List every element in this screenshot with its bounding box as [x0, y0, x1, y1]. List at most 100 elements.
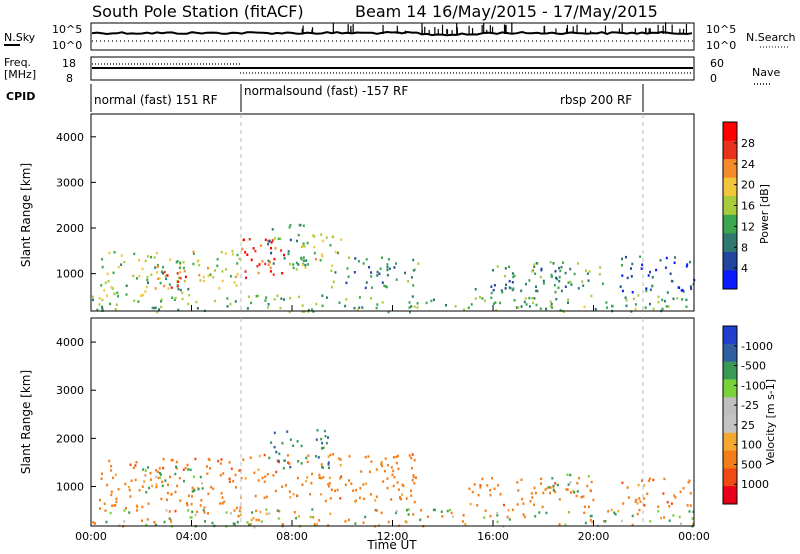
heat-cell	[331, 285, 333, 289]
nsky-tick-bottom: 10^0	[52, 39, 82, 52]
heat-cell	[433, 298, 435, 301]
heat-cell	[340, 238, 343, 241]
heat-cell	[325, 236, 328, 239]
heat-cell	[555, 276, 558, 280]
heat-cell	[425, 301, 428, 305]
heat-cell	[179, 499, 182, 502]
x-axis-label: Time UT	[366, 538, 417, 552]
freq-tick-top: 18	[62, 57, 76, 70]
heat-cell	[219, 474, 222, 477]
heat-cell	[665, 305, 668, 308]
heat-cell	[127, 486, 130, 489]
cpid-label: CPID	[6, 90, 35, 103]
heat-cell	[267, 242, 269, 246]
velocity-colorbar-label: Velocity [m s-1]	[764, 379, 777, 465]
heat-cell	[292, 263, 295, 266]
heat-cell	[330, 269, 333, 272]
heat-cell	[123, 260, 126, 264]
heat-cell	[145, 285, 148, 289]
heat-cell	[228, 461, 231, 464]
heat-cell	[454, 305, 457, 308]
heat-cell	[231, 249, 234, 253]
heat-cell	[666, 291, 669, 294]
heat-cell	[661, 307, 664, 311]
nave-tick-top: 60	[710, 57, 724, 70]
heat-cell	[109, 302, 112, 306]
heat-cell	[198, 263, 201, 267]
heat-cell	[645, 287, 648, 290]
heat-cell	[614, 513, 617, 516]
heat-cell	[187, 287, 190, 291]
heat-cell	[479, 484, 482, 487]
heat-cell	[100, 477, 103, 480]
heat-cell	[147, 255, 150, 258]
heat-cell	[582, 495, 585, 498]
heat-cell	[376, 274, 379, 277]
heat-cell	[150, 273, 153, 276]
heat-cell	[219, 502, 222, 505]
heat-cell	[153, 256, 156, 259]
heat-cell	[370, 297, 372, 300]
heat-cell	[534, 272, 537, 275]
heat-cell	[300, 444, 303, 448]
heat-cell	[558, 498, 561, 501]
heat-cell	[662, 492, 665, 495]
heat-cell	[411, 453, 414, 456]
heat-cell	[584, 521, 587, 525]
heat-cell	[569, 267, 572, 271]
heat-cell	[144, 469, 147, 472]
heat-cell	[493, 302, 495, 305]
heat-cell	[621, 264, 623, 267]
heat-cell	[462, 514, 465, 517]
heat-cell	[370, 271, 373, 274]
heat-cell	[533, 486, 536, 490]
heat-cell	[512, 275, 515, 279]
heat-cell	[264, 299, 267, 302]
heat-cell	[234, 473, 237, 477]
heat-cell	[630, 275, 633, 278]
heat-cell	[624, 296, 627, 299]
heat-cell	[380, 460, 383, 464]
heat-cell	[279, 306, 282, 310]
heat-cell	[620, 519, 623, 523]
heat-cell	[354, 522, 357, 525]
heat-cell	[554, 482, 557, 485]
heat-cell	[142, 293, 145, 297]
heat-cell	[182, 468, 185, 471]
heat-cell	[229, 275, 232, 278]
heat-cell	[200, 499, 203, 502]
heat-cell	[202, 275, 205, 279]
heat-cell	[203, 511, 206, 514]
heat-cell	[268, 456, 271, 460]
heat-cell	[267, 306, 269, 309]
colorbar-tick-label: -1000	[741, 340, 773, 353]
heat-cell	[569, 473, 572, 477]
heat-cell	[201, 487, 204, 490]
nsky-series	[91, 30, 693, 37]
heat-cell	[390, 498, 393, 501]
heat-cell	[413, 482, 416, 485]
heat-cell	[307, 454, 310, 457]
heat-cell	[528, 279, 531, 282]
heat-cell	[296, 476, 299, 480]
heat-cell	[674, 496, 677, 499]
heat-cell	[318, 519, 321, 522]
heat-cell	[115, 497, 118, 500]
heat-cell	[264, 238, 267, 242]
heat-cell	[553, 284, 556, 287]
heat-cell	[576, 490, 579, 493]
heat-cell	[276, 294, 279, 297]
heat-cell	[325, 296, 328, 299]
heat-cell	[177, 280, 180, 283]
heat-cell	[551, 306, 554, 309]
heat-cell	[143, 480, 146, 483]
heat-cell	[108, 459, 111, 463]
heat-cell	[236, 253, 239, 257]
heat-cell	[250, 301, 252, 305]
heat-cell	[179, 276, 182, 280]
heat-cell	[141, 267, 144, 271]
heat-cell	[327, 483, 330, 486]
heat-cell	[242, 458, 245, 461]
heat-cell	[161, 484, 164, 488]
heat-cell	[378, 524, 380, 527]
